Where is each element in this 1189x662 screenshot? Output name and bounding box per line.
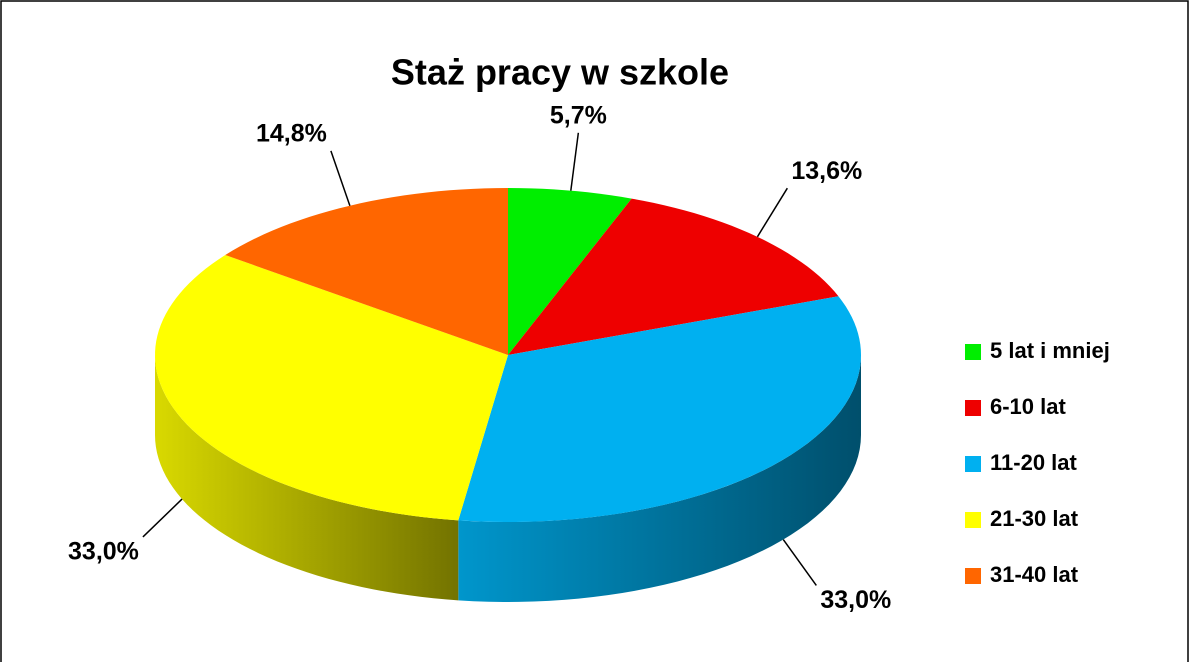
legend-label: 21-30 lat bbox=[990, 506, 1079, 531]
legend-swatch bbox=[965, 512, 981, 528]
legend-label: 11-20 lat bbox=[990, 450, 1078, 475]
legend-swatch bbox=[965, 344, 981, 360]
slice bbox=[508, 198, 839, 355]
leader-line bbox=[782, 539, 817, 586]
data-label: 13,6% bbox=[791, 157, 862, 185]
legend-label: 5 lat i mniej bbox=[990, 338, 1110, 363]
slice-side bbox=[155, 355, 459, 601]
leader-line bbox=[330, 150, 351, 206]
legend-swatch bbox=[965, 456, 981, 472]
slice bbox=[508, 188, 632, 355]
legend-swatch bbox=[965, 400, 981, 416]
legend-label: 31-40 lat bbox=[990, 562, 1079, 587]
leader-line bbox=[142, 498, 183, 538]
data-label: 14,8% bbox=[256, 119, 327, 147]
slice bbox=[155, 255, 508, 521]
leader-line bbox=[756, 187, 788, 238]
legend-label: 6-10 lat bbox=[990, 394, 1066, 419]
data-label: 33,0% bbox=[820, 586, 891, 614]
leader-line bbox=[570, 132, 580, 191]
slice-side bbox=[458, 355, 861, 602]
data-label: 5,7% bbox=[550, 101, 607, 129]
slice bbox=[225, 188, 508, 355]
slice bbox=[458, 296, 861, 522]
chart-title: Staż pracy w szkole bbox=[391, 52, 729, 93]
legend-swatch bbox=[965, 568, 981, 584]
data-label: 33,0% bbox=[68, 538, 139, 566]
